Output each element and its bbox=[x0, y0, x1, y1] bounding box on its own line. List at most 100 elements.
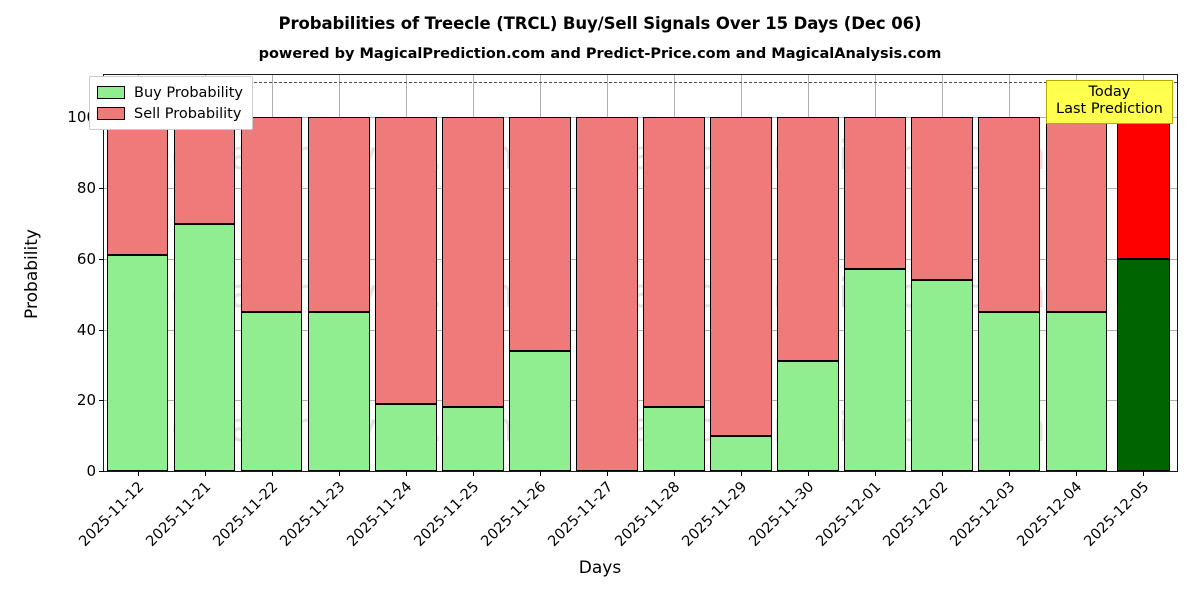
x-tick-label: 2025-11-30 bbox=[746, 479, 818, 550]
stacked-bar[interactable] bbox=[576, 75, 638, 471]
bar-segment-buy[interactable] bbox=[710, 435, 772, 471]
stacked-bar[interactable] bbox=[509, 75, 571, 471]
bar-segment-sell[interactable] bbox=[710, 117, 772, 436]
chart-title: Probabilities of Treecle (TRCL) Buy/Sell… bbox=[278, 14, 922, 33]
plot-inner: MagicalAnalysis.comMagicalPrediction.com… bbox=[104, 75, 1177, 471]
stacked-bar[interactable] bbox=[911, 75, 974, 471]
y-gridline bbox=[104, 258, 1177, 260]
bar-segment-sell[interactable] bbox=[240, 117, 303, 312]
bar-segment-sell[interactable] bbox=[978, 117, 1041, 312]
x-tick-mark bbox=[138, 471, 139, 476]
x-tick-mark bbox=[406, 471, 407, 476]
bar-segment-sell[interactable] bbox=[911, 117, 974, 281]
bar-segment-sell[interactable] bbox=[509, 117, 571, 351]
bar-segment-buy[interactable] bbox=[509, 350, 571, 471]
bar-segment-sell[interactable] bbox=[173, 117, 236, 224]
y-gridline bbox=[104, 117, 1177, 119]
y-gridline bbox=[104, 329, 1177, 331]
x-tick-label: 2025-11-27 bbox=[545, 479, 617, 550]
reference-line bbox=[104, 82, 1177, 84]
stacked-bar[interactable] bbox=[844, 75, 907, 471]
x-tick-mark bbox=[1009, 471, 1010, 476]
bar-segment-buy[interactable] bbox=[307, 311, 370, 471]
y-tick-label: 40 bbox=[76, 320, 96, 339]
x-tick-label: 2025-11-22 bbox=[210, 479, 281, 550]
plot-area: MagicalAnalysis.comMagicalPrediction.com… bbox=[22, 74, 1178, 550]
y-tick-label: 60 bbox=[76, 249, 96, 268]
bar-segment-sell[interactable] bbox=[441, 117, 504, 408]
y-tick-mark bbox=[99, 258, 104, 260]
x-tick-mark bbox=[1143, 471, 1144, 476]
stacked-bar[interactable] bbox=[307, 75, 370, 471]
legend-item[interactable]: Sell Probability bbox=[97, 103, 243, 124]
y-tick-mark bbox=[99, 188, 104, 190]
bar-segment-sell[interactable] bbox=[307, 117, 370, 312]
x-tick-label: 2025-12-04 bbox=[1014, 479, 1086, 550]
stacked-bar[interactable] bbox=[173, 75, 236, 471]
y-gridline bbox=[104, 400, 1177, 402]
x-tick-mark bbox=[942, 471, 943, 476]
bar-segment-sell[interactable] bbox=[1045, 117, 1108, 312]
x-tick-mark bbox=[540, 471, 541, 476]
legend-item[interactable]: Buy Probability bbox=[97, 82, 243, 103]
bar-segment-sell[interactable] bbox=[374, 117, 437, 404]
bar-segment-buy[interactable] bbox=[911, 280, 974, 471]
bar-segment-buy[interactable] bbox=[777, 361, 839, 471]
bar-segment-buy[interactable] bbox=[173, 223, 236, 471]
legend-swatch bbox=[97, 107, 125, 120]
y-tick-mark bbox=[99, 400, 104, 402]
bar-segment-sell[interactable] bbox=[643, 117, 705, 408]
bar-segment-sell[interactable] bbox=[777, 117, 839, 362]
stacked-bar[interactable] bbox=[1116, 75, 1171, 471]
y-tick-label: 80 bbox=[76, 179, 96, 198]
chart-subtitle: powered by MagicalPrediction.com and Pre… bbox=[258, 46, 942, 62]
x-tick-label: 2025-11-21 bbox=[142, 479, 214, 550]
bar-segment-sell[interactable] bbox=[844, 117, 907, 270]
y-gridline bbox=[104, 188, 1177, 190]
stacked-bar[interactable] bbox=[710, 75, 772, 471]
bar-segment-buy[interactable] bbox=[106, 255, 169, 471]
stacked-bar[interactable] bbox=[777, 75, 839, 471]
y-axis-label: Probability bbox=[22, 229, 42, 319]
x-tick-label: 2025-12-02 bbox=[880, 479, 952, 550]
bar-segment-buy[interactable] bbox=[441, 407, 504, 471]
x-tick-label: 2025-11-12 bbox=[75, 479, 147, 550]
x-tick-label: 2025-12-05 bbox=[1081, 479, 1153, 550]
bar-segment-sell[interactable] bbox=[1116, 117, 1171, 259]
stacked-bar[interactable] bbox=[978, 75, 1041, 471]
x-tick-mark bbox=[741, 471, 742, 476]
bar-segment-buy[interactable] bbox=[978, 311, 1041, 471]
bar-segment-buy[interactable] bbox=[1116, 258, 1171, 471]
bar-segment-buy[interactable] bbox=[1045, 311, 1108, 471]
x-tick-mark bbox=[205, 471, 206, 476]
legend-label: Sell Probability bbox=[134, 105, 242, 122]
x-tick-mark bbox=[607, 471, 608, 476]
x-tick-label: 2025-12-01 bbox=[813, 479, 885, 550]
stacked-bar[interactable] bbox=[441, 75, 504, 471]
bar-segment-buy[interactable] bbox=[643, 407, 705, 471]
bar-segment-sell[interactable] bbox=[576, 117, 638, 471]
x-tick-mark bbox=[875, 471, 876, 476]
stacked-bar[interactable] bbox=[240, 75, 303, 471]
today-annotation: Today Last Prediction bbox=[1046, 80, 1173, 125]
chart-legend: Buy Probability Sell Probability bbox=[89, 76, 253, 130]
x-tick-label: 2025-11-24 bbox=[344, 479, 416, 550]
bar-segment-buy[interactable] bbox=[374, 403, 437, 471]
stacked-bar[interactable] bbox=[643, 75, 705, 471]
x-tick-label: 2025-11-25 bbox=[411, 479, 483, 550]
y-tick-mark bbox=[99, 329, 104, 331]
y-tick-mark bbox=[99, 471, 104, 472]
stacked-bar[interactable] bbox=[1045, 75, 1108, 471]
stacked-bar[interactable] bbox=[374, 75, 437, 471]
today-annotation-line1: Today bbox=[1088, 84, 1131, 100]
x-tick-label: 2025-11-28 bbox=[612, 479, 684, 550]
bar-segment-buy[interactable] bbox=[240, 311, 303, 471]
today-annotation-line2: Last Prediction bbox=[1056, 101, 1163, 118]
bar-segment-sell[interactable] bbox=[106, 117, 169, 256]
bar-segment-buy[interactable] bbox=[844, 269, 907, 471]
stacked-bar[interactable] bbox=[106, 75, 169, 471]
x-tick-label: 2025-11-23 bbox=[277, 479, 349, 550]
x-tick-mark bbox=[1076, 471, 1077, 476]
x-tick-mark bbox=[339, 471, 340, 476]
